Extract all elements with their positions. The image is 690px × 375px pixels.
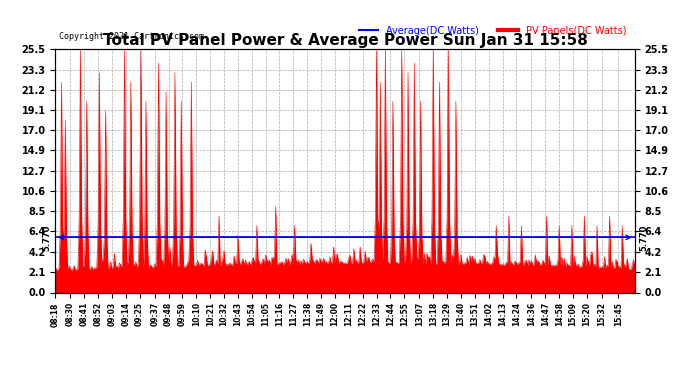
Title: Total PV Panel Power & Average Power Sun Jan 31 15:58: Total PV Panel Power & Average Power Sun… <box>103 33 587 48</box>
Text: Copyright 2021 Cartronics.com: Copyright 2021 Cartronics.com <box>59 32 204 41</box>
Text: 5.770: 5.770 <box>640 224 649 251</box>
Text: 5.770: 5.770 <box>42 224 52 251</box>
Legend: Average(DC Watts), PV Panels(DC Watts): Average(DC Watts), PV Panels(DC Watts) <box>355 22 630 40</box>
